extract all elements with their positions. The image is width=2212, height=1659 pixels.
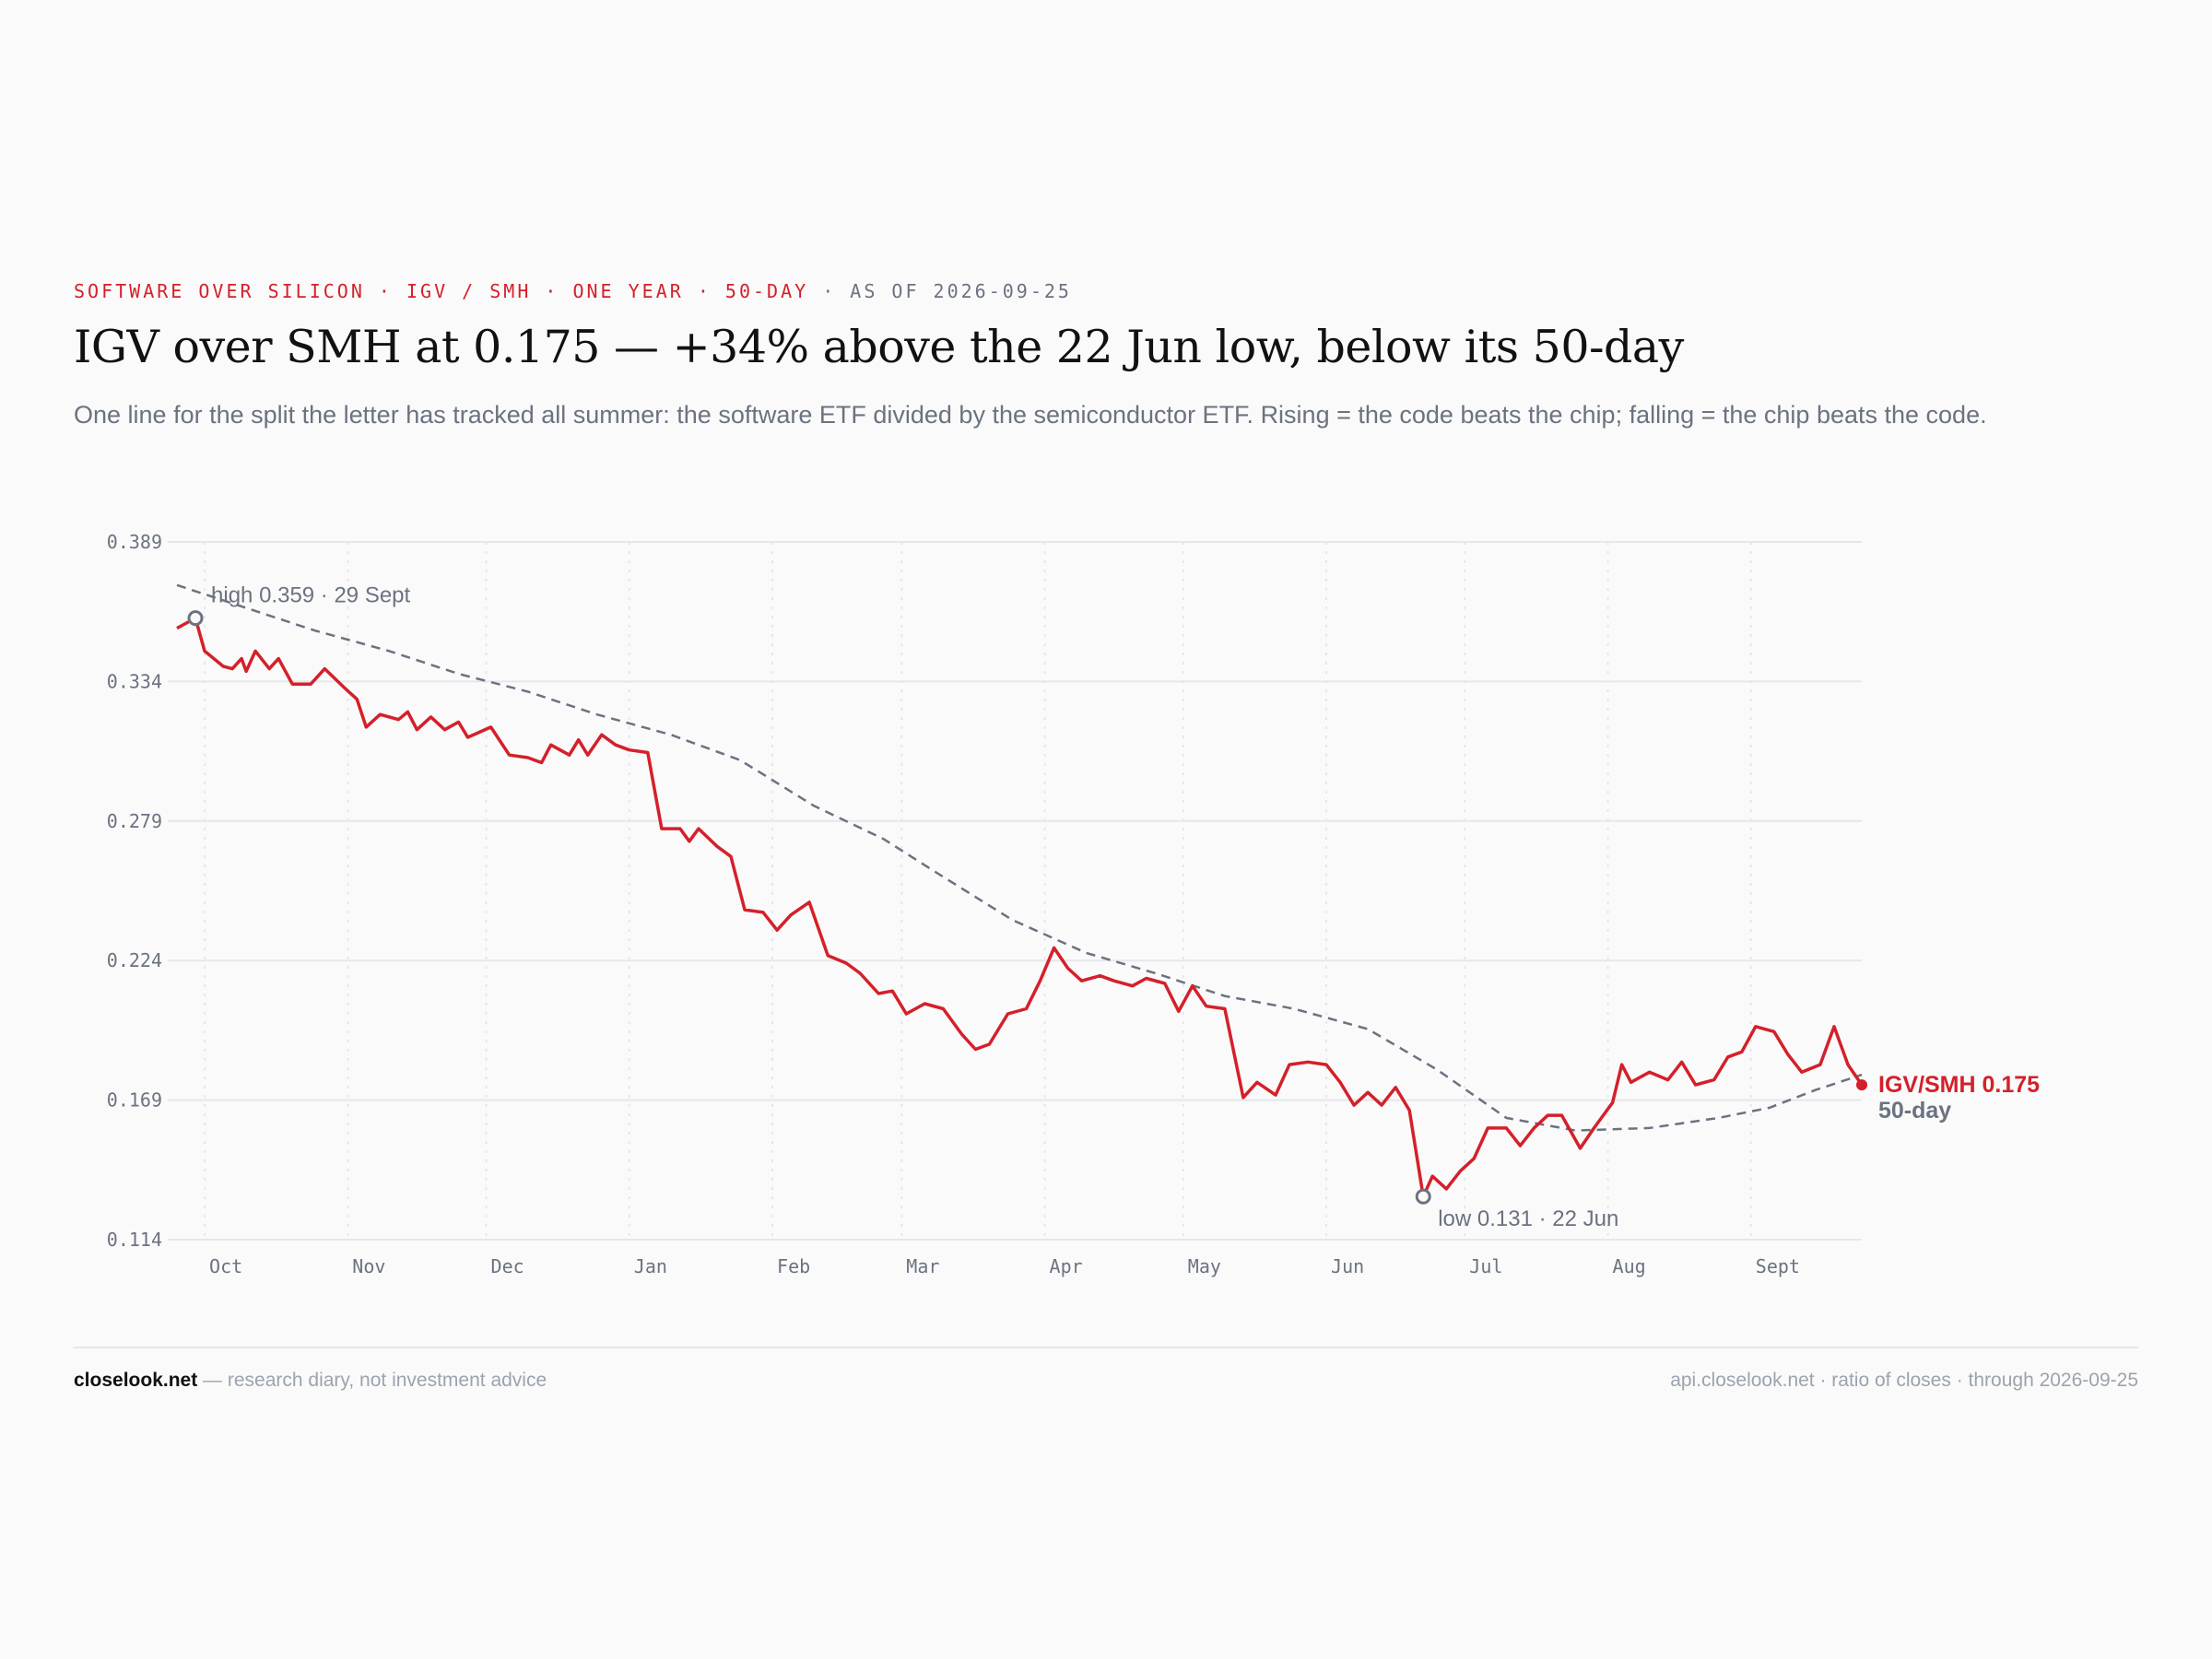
y-tick-label: 0.224 [107, 949, 162, 971]
x-tick-label: Jul [1469, 1255, 1502, 1277]
low-annotation: low 0.131 · 22 Jun [1438, 1206, 1618, 1231]
x-tick-label: Mar [906, 1255, 939, 1277]
grid-layer [168, 541, 1862, 1241]
footer-brand[interactable]: closelook.net [74, 1370, 198, 1391]
high-annotation: high 0.359 · 29 Sept [211, 583, 410, 608]
x-tick-label: Aug [1613, 1255, 1646, 1277]
footer-credit: closelook.net — research diary, not inve… [74, 1370, 547, 1392]
series-layer [176, 583, 1864, 1198]
x-tick-label: Jan [634, 1255, 667, 1277]
x-tick-label: Dec [491, 1255, 524, 1277]
chart-subtitle: One line for the split the letter has tr… [74, 401, 1987, 429]
x-tick-label: Jun [1331, 1255, 1364, 1277]
chart-title: IGV over SMH at 0.175 — +34% above the 2… [74, 321, 1684, 373]
y-tick-label: 0.389 [107, 531, 162, 553]
x-tick-label: Nov [352, 1255, 385, 1277]
chart-kicker: SOFTWARE OVER SILICON · IGV / SMH · ONE … [74, 280, 1072, 302]
ma-50-day-line [176, 583, 1863, 1132]
x-tick-label: Sept [1756, 1255, 1800, 1277]
kicker-topic: SOFTWARE OVER SILICON · IGV / SMH · ONE … [74, 280, 809, 302]
footer-source[interactable]: api.closelook.net · ratio of closes · th… [1670, 1370, 2138, 1391]
x-tick-label: Feb [777, 1255, 810, 1277]
kicker-date: · AS OF 2026-09-25 [808, 280, 1072, 302]
axis-ticks: 0.389 0.334 0.279 0.224 0.169 0.114 Oct Nov Dec J… [107, 531, 1800, 1277]
high-marker [187, 610, 204, 627]
footer-tagline: — research diary, not investment advice [197, 1370, 547, 1391]
x-tick-label: Oct [209, 1255, 242, 1277]
ratio-end-label: IGV/SMH 0.175 [1878, 1072, 2040, 1098]
y-tick-label: 0.334 [107, 670, 162, 692]
x-tick-label: May [1188, 1255, 1221, 1277]
footer-divider [74, 1347, 2138, 1348]
x-tick-label: Apr [1050, 1255, 1083, 1277]
ma-end-label: 50-day [1878, 1098, 1951, 1124]
annotation-layer: high 0.359 · 29 Sept low 0.131 · 22 Jun IG… [187, 583, 2040, 1231]
y-tick-label: 0.169 [107, 1089, 162, 1112]
y-tick-label: 0.279 [107, 810, 162, 832]
low-marker [1415, 1188, 1431, 1205]
ratio-end-dot [1856, 1079, 1867, 1091]
y-tick-label: 0.114 [107, 1229, 162, 1251]
igv-smh-ratio-line [176, 616, 1864, 1198]
